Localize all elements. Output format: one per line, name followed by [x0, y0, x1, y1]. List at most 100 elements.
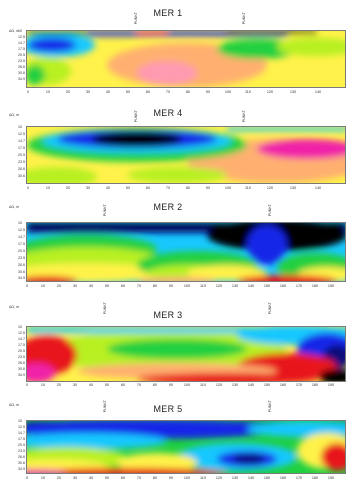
x-tick: 180: [311, 476, 319, 480]
x-tick: 70: [136, 383, 142, 387]
x-tick: 110: [244, 90, 252, 94]
x-tick: 120: [215, 383, 223, 387]
x-tick: 20: [56, 383, 62, 387]
x-tick: 140: [314, 90, 322, 94]
x-tick: 80: [152, 284, 158, 288]
x-tick: 80: [185, 186, 191, 190]
point-label: PUNKT: [134, 12, 138, 25]
x-tick: 110: [244, 186, 252, 190]
x-tick: 20: [56, 476, 62, 480]
y-tick: 26.6: [18, 167, 25, 171]
x-tick: 90: [168, 383, 174, 387]
y-tick: 20.5: [18, 443, 25, 447]
x-tick: 20: [65, 186, 71, 190]
x-tick: 150: [263, 476, 271, 480]
x-tick: 40: [88, 284, 94, 288]
y-tick: 30.6: [18, 461, 25, 465]
x-tick: 180: [311, 284, 319, 288]
y-tick: 20.5: [18, 53, 25, 57]
y-tick: 14.7: [18, 337, 25, 341]
y-tick: 17.5: [18, 146, 25, 150]
x-tick: 110: [199, 284, 207, 288]
x-tick: 130: [289, 186, 297, 190]
point-label: PUNKT: [242, 110, 246, 123]
y-tick: 26.6: [18, 65, 25, 69]
y-tick: 30.6: [18, 174, 25, 178]
y-tick: 34.9: [18, 373, 25, 377]
x-tick: 10: [40, 284, 46, 288]
y-tick: 23.5: [18, 256, 25, 260]
x-tick: 60: [120, 284, 126, 288]
point-label: PUNKT: [268, 400, 272, 413]
x-tick: 90: [168, 284, 174, 288]
panel-title: MER 5: [153, 404, 183, 414]
y-tick: 17.5: [18, 47, 25, 51]
x-tick: 130: [231, 383, 239, 387]
y-tick: 23.5: [18, 160, 25, 164]
x-tick: 10: [40, 476, 46, 480]
x-tick: 40: [105, 186, 111, 190]
point-label: PUNKT: [103, 204, 107, 217]
x-tick: 30: [72, 284, 78, 288]
x-tick: 50: [125, 186, 131, 190]
y-tick: 20.5: [18, 153, 25, 157]
x-tick: 60: [120, 383, 126, 387]
y-tick: 10: [18, 419, 22, 423]
x-tick: 140: [247, 476, 255, 480]
y-tick: 34.9: [18, 467, 25, 471]
point-label: PUNKT: [134, 110, 138, 123]
y-tick: 34.9: [18, 276, 25, 280]
panel-title: MER 2: [153, 202, 183, 212]
y-tick: 26.6: [18, 263, 25, 267]
x-tick: 90: [205, 186, 211, 190]
y-tick: 14.7: [18, 235, 25, 239]
x-tick: 90: [205, 90, 211, 94]
y-tick: 23.5: [18, 355, 25, 359]
x-tick: 80: [185, 90, 191, 94]
y-tick: 34.9: [18, 77, 25, 81]
y-axis-label: ΔΩ, m: [9, 205, 20, 209]
x-tick: 70: [136, 476, 142, 480]
x-tick: 190: [327, 383, 335, 387]
resistivity-section: [26, 326, 346, 382]
y-tick: 17.5: [18, 343, 25, 347]
y-tick: 12.5: [18, 331, 25, 335]
x-tick: 140: [247, 284, 255, 288]
x-tick: 190: [327, 476, 335, 480]
x-tick: 50: [104, 383, 110, 387]
resistivity-section: [26, 222, 346, 282]
x-tick: 120: [266, 90, 274, 94]
panel-mer1: MER 1 ΔΩ, m PUNKT PUNKT: [8, 8, 346, 100]
panel-title: MER 3: [153, 310, 183, 320]
x-tick: 130: [231, 476, 239, 480]
x-tick: 160: [279, 284, 287, 288]
y-tick: 12.5: [18, 228, 25, 232]
x-tick: 10: [40, 383, 46, 387]
y-tick: 30.6: [18, 270, 25, 274]
x-tick: 170: [295, 284, 303, 288]
x-tick: 40: [88, 383, 94, 387]
x-tick: 100: [224, 90, 232, 94]
x-tick: 0: [26, 186, 30, 190]
point-label: PUNKT: [103, 302, 107, 315]
panel-mer2: MER 2 ΔΩ, m PUNKT PUNKT: [8, 198, 346, 294]
x-tick: 50: [104, 476, 110, 480]
x-tick: 90: [168, 476, 174, 480]
panel-title: MER 4: [153, 108, 183, 118]
point-label: PUNKT: [268, 302, 272, 315]
y-axis-label: ΔΩ, m: [9, 29, 20, 33]
x-tick: 120: [215, 476, 223, 480]
y-tick: 12.5: [18, 425, 25, 429]
x-tick: 0: [25, 476, 29, 480]
y-tick: 12.5: [18, 35, 25, 39]
y-tick: 14.7: [18, 139, 25, 143]
y-tick: 30.6: [18, 71, 25, 75]
y-tick: 14.7: [18, 431, 25, 435]
y-tick: 10: [18, 221, 22, 225]
x-tick: 30: [72, 476, 78, 480]
y-axis-label: ΔΩ, m: [9, 403, 20, 407]
y-tick: 23.5: [18, 59, 25, 63]
y-tick: 26.6: [18, 455, 25, 459]
point-label: PUNKT: [242, 12, 246, 25]
